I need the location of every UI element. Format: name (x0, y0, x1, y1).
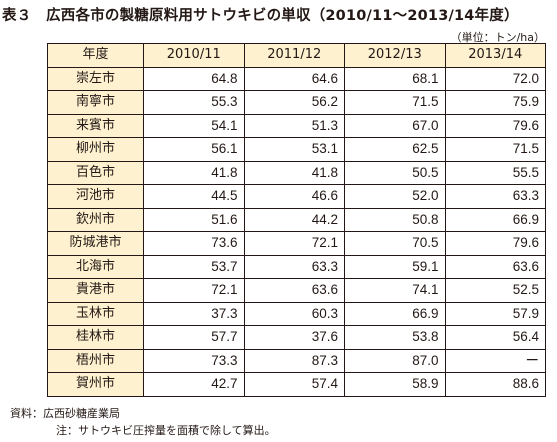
yield-value: 73.3 (143, 348, 245, 373)
yield-value: 71.5 (444, 137, 546, 162)
yield-value: 56.1 (143, 137, 245, 162)
table-row: 梧州市 73.3 87.3 87.0 ー (47, 348, 546, 373)
table-row: 来賓市 54.1 51.3 67.0 79.6 (47, 113, 546, 138)
yield-value: 55.5 (444, 160, 546, 185)
yield-value: 52.0 (344, 184, 446, 209)
yield-value: 71.5 (344, 90, 446, 115)
yield-value: 55.3 (143, 90, 245, 115)
sugarcane-yield-table: 年度 2010/11 2011/12 2012/13 2013/14 崇左市 64… (47, 43, 546, 397)
city-name: 崇左市 (47, 66, 144, 91)
yield-value: 51.6 (143, 207, 245, 232)
table-row: 貴港市 72.1 63.6 74.1 52.5 (47, 278, 546, 303)
header-2011-12: 2011/12 (243, 43, 345, 68)
yield-value: 63.3 (444, 184, 546, 209)
table-row: 百色市 41.8 41.8 50.5 55.5 (47, 160, 546, 185)
header-2010-11: 2010/11 (143, 43, 245, 68)
table-row: 南寧市 55.3 56.2 71.5 75.9 (47, 90, 546, 115)
yield-value: 44.2 (243, 207, 345, 232)
yield-value: 51.3 (243, 113, 345, 138)
yield-value: 44.5 (143, 184, 245, 209)
table-row: 河池市 44.5 46.6 52.0 63.3 (47, 184, 546, 209)
yield-value: 57.9 (444, 301, 546, 326)
yield-value: 87.0 (344, 348, 446, 373)
city-name: 北海市 (47, 254, 144, 279)
yield-value: 73.6 (143, 231, 245, 256)
yield-value: 72.1 (143, 278, 245, 303)
yield-value: 50.8 (344, 207, 446, 232)
yield-value: 66.9 (344, 301, 446, 326)
yield-value: 54.1 (143, 113, 245, 138)
yield-value: 46.6 (243, 184, 345, 209)
yield-value: 79.6 (444, 231, 546, 256)
unit-label: （単位：トン/ha） (450, 31, 545, 44)
table-body: 崇左市 64.8 64.6 68.1 72.0 南寧市 55.3 56.2 71.5 75.9 来賓… (47, 66, 546, 397)
yield-value: 63.6 (243, 278, 345, 303)
table-title: 表３ 広西各市の製糖原料用サトウキビの単収（2010/11〜2013/14年度） (2, 8, 519, 24)
yield-value: 68.1 (344, 66, 446, 91)
yield-value: 57.7 (143, 325, 245, 350)
yield-value: 53.8 (344, 325, 446, 350)
header-row: 年度 2010/11 2011/12 2012/13 2013/14 (47, 43, 546, 68)
yield-value: 58.9 (344, 372, 446, 397)
yield-value: 74.1 (344, 278, 446, 303)
table-row: 柳州市 56.1 53.1 62.5 71.5 (47, 137, 546, 162)
yield-value: 53.7 (143, 254, 245, 279)
yield-value: 62.5 (344, 137, 446, 162)
yield-value: 37.3 (143, 301, 245, 326)
yield-value: 72.0 (444, 66, 546, 91)
city-name: 賀州市 (47, 372, 144, 397)
yield-value: ー (444, 348, 546, 373)
yield-value: 67.0 (344, 113, 446, 138)
yield-value: 42.7 (143, 372, 245, 397)
header-2012-13: 2012/13 (344, 43, 446, 68)
notes: 資料：広西砂糖産業局 注：サトウキビ圧搾量を面積で除して算出。 (10, 405, 276, 439)
table-row: 賀州市 42.7 57.4 58.9 88.6 (47, 372, 546, 397)
city-name: 防城港市 (47, 231, 144, 256)
yield-value: 88.6 (444, 372, 546, 397)
yield-value: 72.1 (243, 231, 345, 256)
table-row: 欽州市 51.6 44.2 50.8 66.9 (47, 207, 546, 232)
table-row: 防城港市 73.6 72.1 70.5 79.6 (47, 231, 546, 256)
yield-value: 41.8 (143, 160, 245, 185)
city-name: 河池市 (47, 184, 144, 209)
table-row: 崇左市 64.8 64.6 68.1 72.0 (47, 66, 546, 91)
calculation-note: 注：サトウキビ圧搾量を面積で除して算出。 (56, 424, 276, 437)
city-name: 百色市 (47, 160, 144, 185)
source-note: 資料：広西砂糖産業局 (10, 407, 120, 420)
city-name: 玉林市 (47, 301, 144, 326)
yield-value: 50.5 (344, 160, 446, 185)
yield-value: 87.3 (243, 348, 345, 373)
yield-value: 37.6 (243, 325, 345, 350)
yield-value: 66.9 (444, 207, 546, 232)
yield-value: 52.5 (444, 278, 546, 303)
city-name: 柳州市 (47, 137, 144, 162)
header-2013-14: 2013/14 (444, 43, 546, 68)
yield-value: 64.6 (243, 66, 345, 91)
table-row: 桂林市 57.7 37.6 53.8 56.4 (47, 325, 546, 350)
table-row: 玉林市 37.3 60.3 66.9 57.9 (47, 301, 546, 326)
yield-value: 56.2 (243, 90, 345, 115)
yield-value: 70.5 (344, 231, 446, 256)
table-row: 北海市 53.7 63.3 59.1 63.6 (47, 254, 546, 279)
yield-value: 41.8 (243, 160, 345, 185)
yield-value: 53.1 (243, 137, 345, 162)
city-name: 貴港市 (47, 278, 144, 303)
city-name: 桂林市 (47, 325, 144, 350)
header-year: 年度 (47, 43, 144, 68)
city-name: 梧州市 (47, 348, 144, 373)
yield-value: 75.9 (444, 90, 546, 115)
yield-value: 64.8 (143, 66, 245, 91)
yield-value: 79.6 (444, 113, 546, 138)
yield-value: 59.1 (344, 254, 446, 279)
yield-value: 57.4 (243, 372, 345, 397)
yield-value: 56.4 (444, 325, 546, 350)
yield-value: 63.3 (243, 254, 345, 279)
city-name: 南寧市 (47, 90, 144, 115)
yield-value: 63.6 (444, 254, 546, 279)
city-name: 欽州市 (47, 207, 144, 232)
yield-value: 60.3 (243, 301, 345, 326)
city-name: 来賓市 (47, 113, 144, 138)
